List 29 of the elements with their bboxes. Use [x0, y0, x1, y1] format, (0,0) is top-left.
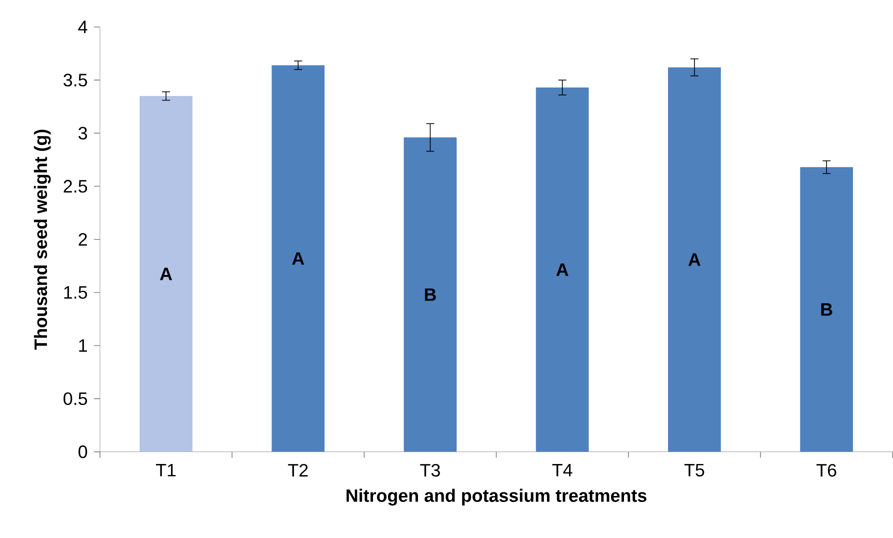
x-tick-label: T6 [816, 464, 836, 477]
x-tick-label: T5 [684, 464, 704, 477]
y-tick-label: 1.5 [64, 286, 88, 299]
annotation: A [688, 254, 700, 266]
y-tick-label: 2 [78, 233, 87, 246]
x-axis-title: Nitrogen and potassium treatments [346, 488, 646, 506]
x-tick-label: T1 [156, 464, 176, 476]
annotation: A [292, 252, 304, 265]
y-tick-label: 3 [78, 126, 88, 140]
bar [668, 67, 721, 452]
x-tick-label: T4 [552, 464, 572, 476]
bar [272, 65, 325, 452]
y-tick-label: 1 [79, 340, 87, 352]
x-tick-label: T2 [288, 464, 308, 477]
bar [140, 96, 192, 452]
annotation: A [556, 264, 568, 276]
x-tick-label: T3 [420, 464, 440, 477]
y-axis-title: Thousand seed weight (g) [34, 130, 51, 350]
bar [800, 167, 853, 452]
annotation: A [160, 268, 172, 280]
y-tick-label: 3.5 [64, 74, 88, 87]
y-tick-label: 2.5 [64, 180, 88, 193]
y-tick-label: 0.5 [64, 392, 88, 406]
annotation: B [821, 303, 832, 316]
y-tick-label: 0 [78, 446, 88, 458]
y-tick-label: 4 [78, 20, 88, 34]
annotation: B [424, 288, 436, 301]
bar [536, 88, 589, 452]
bar [404, 138, 457, 452]
